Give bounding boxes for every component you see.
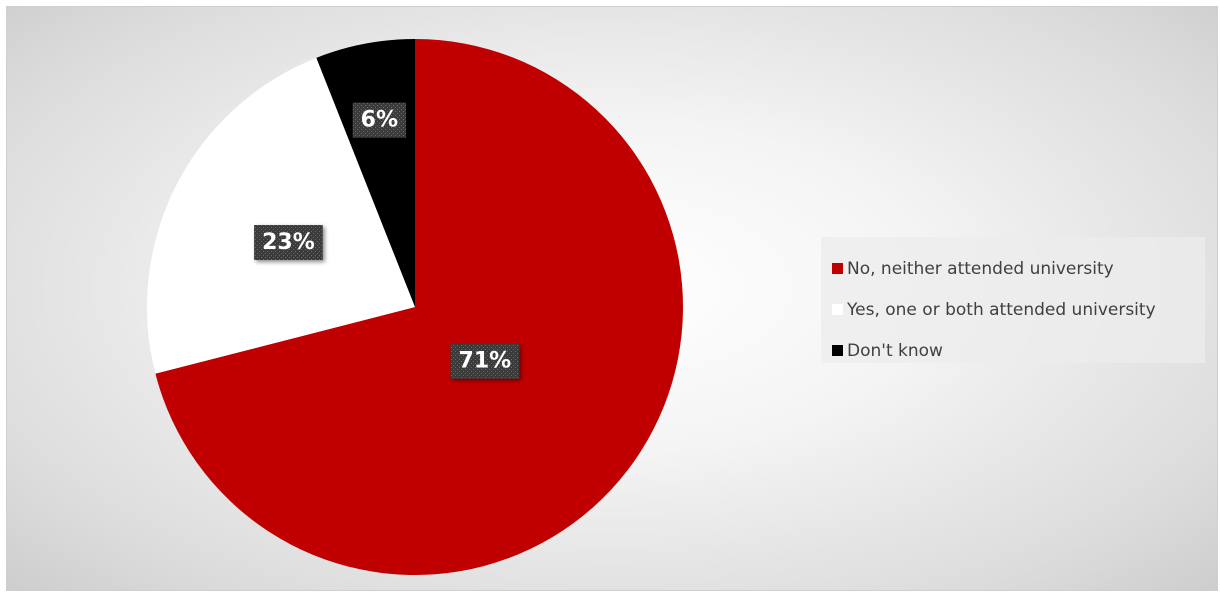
data-label-no-neither: 71%	[451, 344, 520, 379]
data-label-text: 71%	[459, 349, 512, 374]
data-label-text: 6%	[361, 108, 398, 133]
legend-label: No, neither attended university	[847, 259, 1114, 279]
legend: No, neither attended university Yes, one…	[821, 237, 1205, 363]
legend-label: Don't know	[847, 341, 943, 361]
legend-swatch-black	[832, 345, 843, 356]
legend-item-no-neither: No, neither attended university	[832, 248, 1205, 289]
data-label-yes-one-or-both: 23%	[254, 225, 323, 260]
chart-area: 71% 23% 6% No, neither attended university…	[6, 6, 1218, 591]
legend-swatch-white	[832, 304, 843, 315]
legend-item-dont-know: Don't know	[832, 330, 1205, 371]
legend-swatch-red	[832, 263, 843, 274]
data-label-dont-know: 6%	[353, 103, 406, 138]
data-label-text: 23%	[262, 230, 315, 255]
legend-item-yes-one-or-both: Yes, one or both attended university	[832, 289, 1205, 330]
legend-label: Yes, one or both attended university	[847, 300, 1156, 320]
